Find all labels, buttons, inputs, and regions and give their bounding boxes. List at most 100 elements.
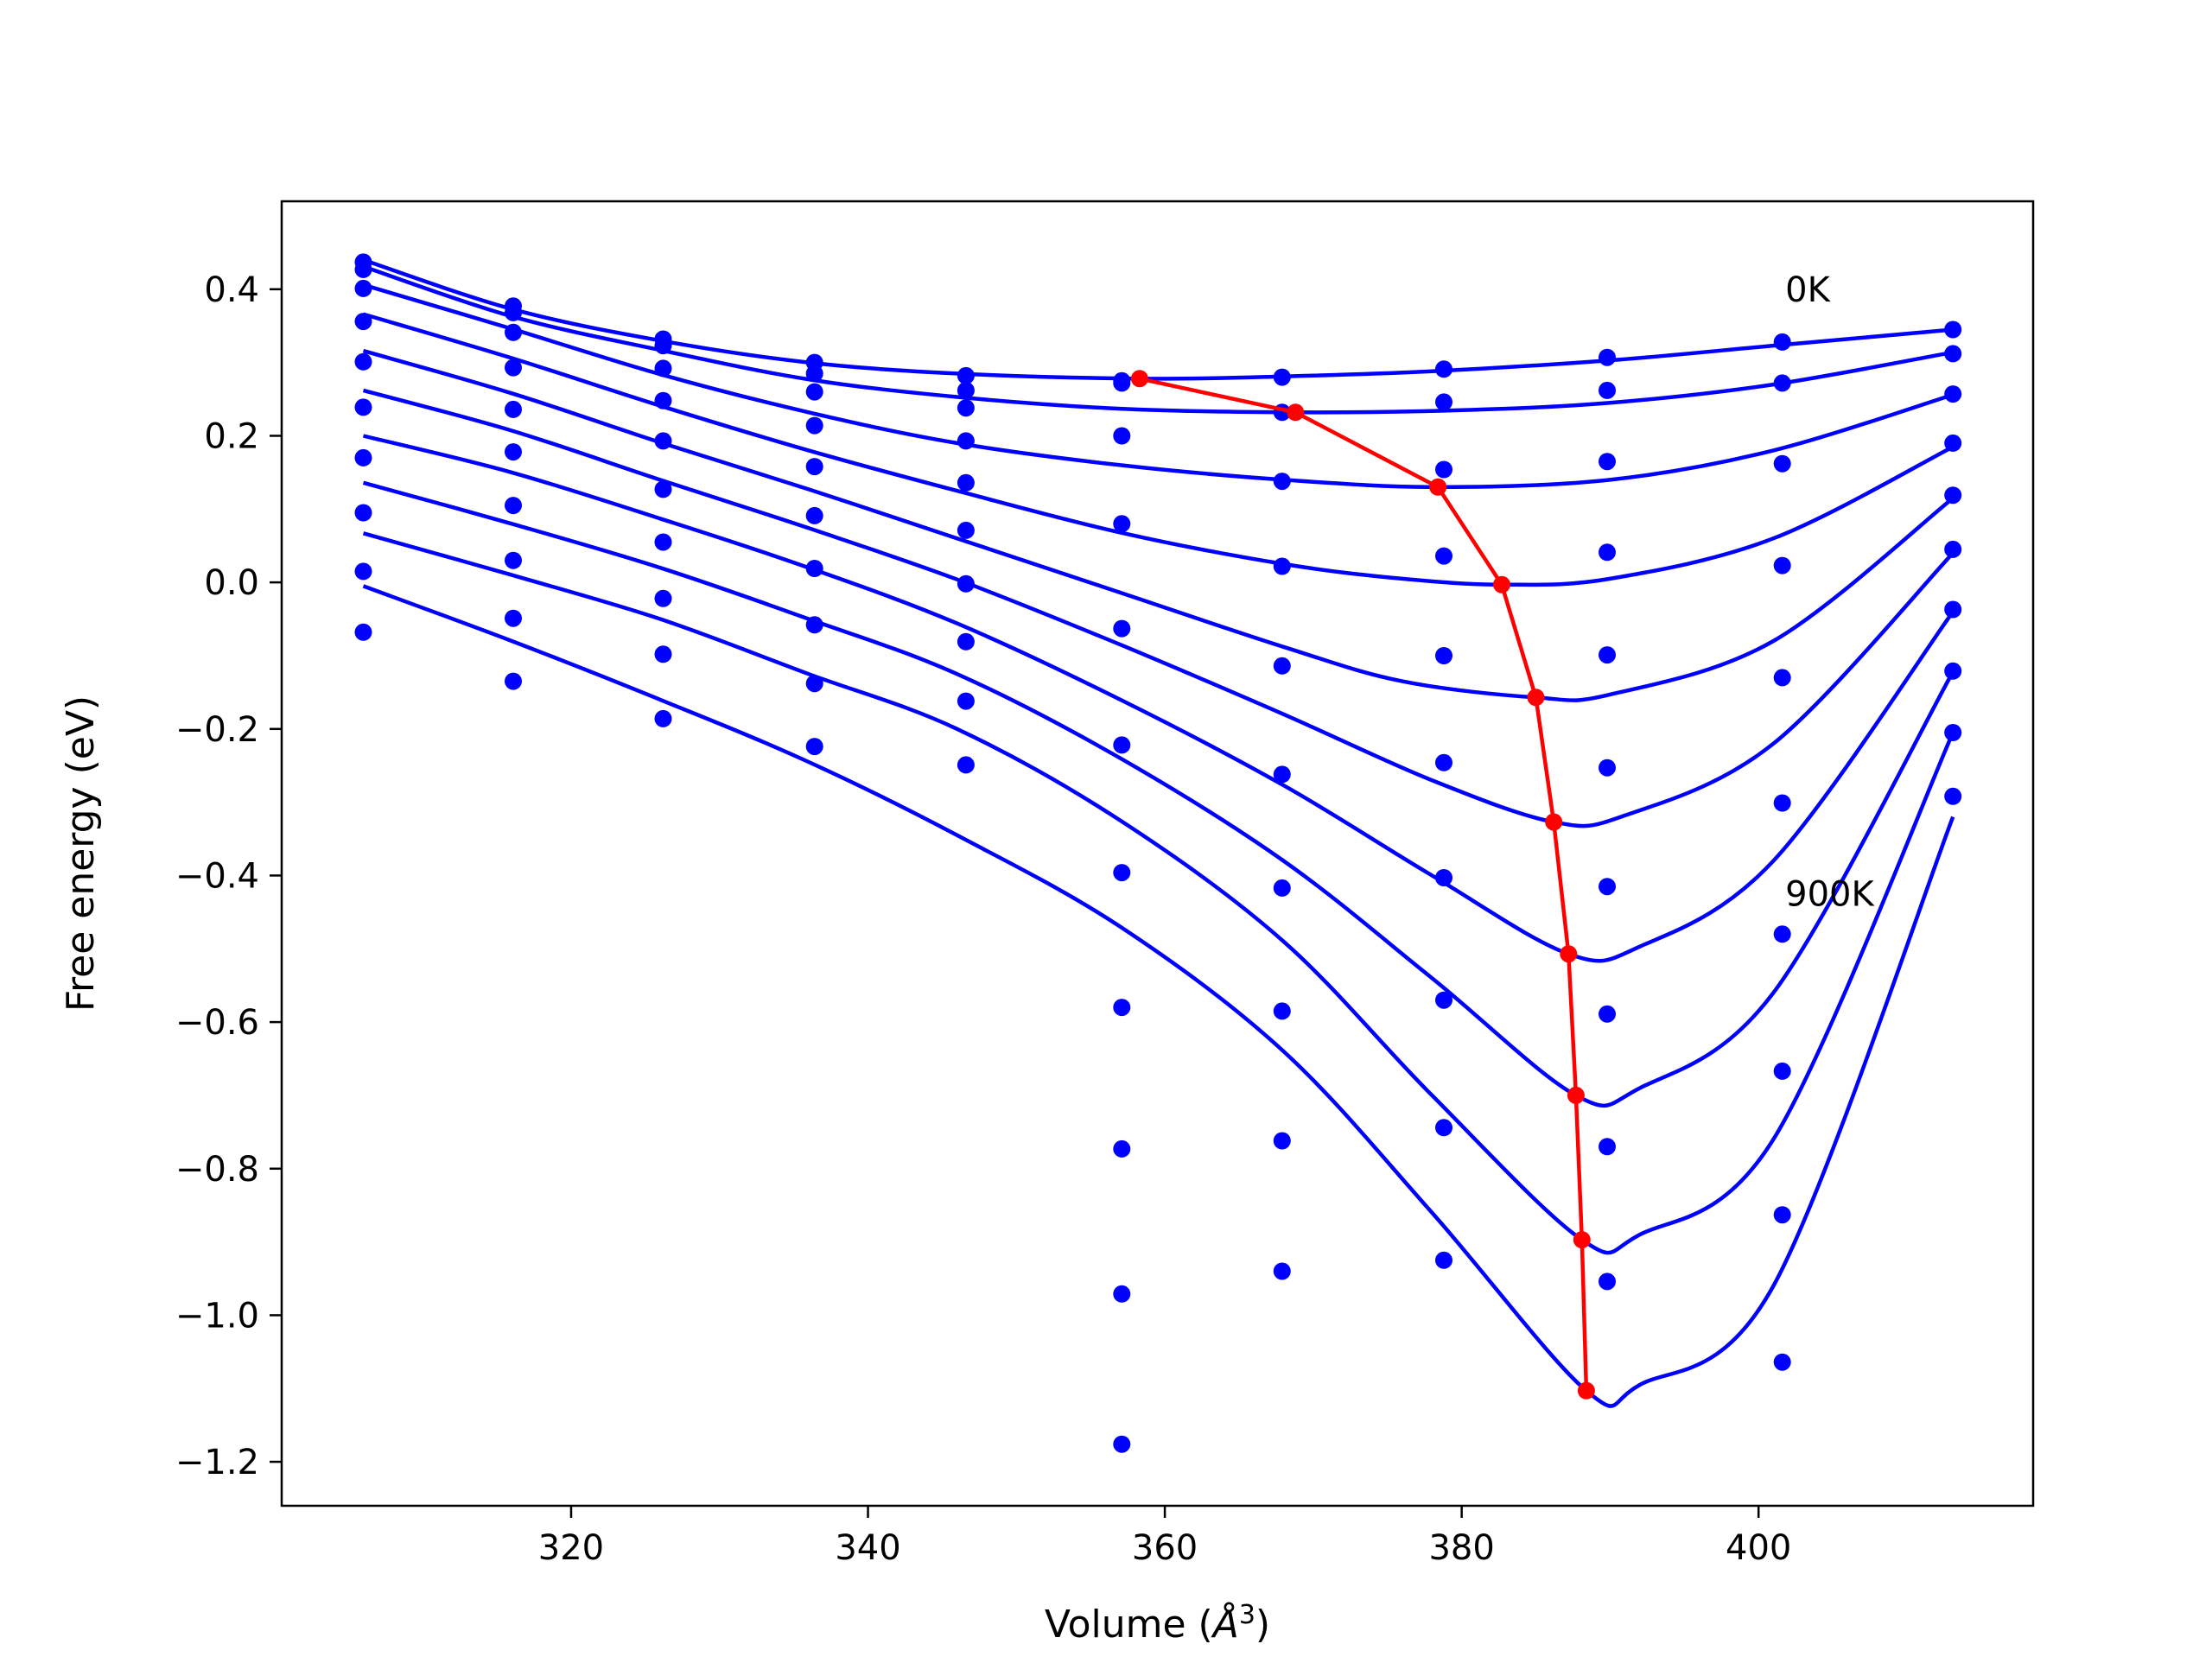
minima-line (1139, 377, 1589, 1391)
data-point (805, 560, 823, 577)
data-point (354, 504, 372, 522)
data-point (505, 609, 522, 627)
data-point (1273, 368, 1291, 386)
data-point (354, 623, 372, 641)
data-point (1944, 540, 1962, 558)
data-point (505, 323, 522, 341)
minimum-point (1527, 689, 1545, 707)
data-point (1773, 556, 1791, 574)
data-point (654, 533, 672, 551)
fit-curve-6 (362, 434, 1955, 963)
data-point (654, 432, 672, 450)
data-point (1273, 1132, 1291, 1150)
axes-frame (280, 200, 2035, 1507)
data-point (805, 506, 823, 524)
data-point (1599, 543, 1616, 562)
curve-annotation: 0K (1785, 270, 1831, 310)
data-point (1773, 794, 1791, 812)
data-point (1273, 765, 1291, 784)
y-axis-label: Free energy (eV) (59, 695, 103, 1012)
data-point (1435, 360, 1452, 378)
minimum-point (1545, 813, 1563, 831)
data-point (1773, 374, 1791, 392)
data-point (1599, 348, 1616, 366)
data-point (505, 672, 522, 690)
y-tick-label: 0.2 (204, 416, 259, 456)
x-axis: 320 340 360 380 400 (538, 1506, 1791, 1568)
data-point (1273, 657, 1291, 675)
data-point (805, 416, 823, 435)
y-tick-label: −0.8 (175, 1150, 259, 1190)
data-point (1273, 557, 1291, 575)
series-9 (354, 584, 1962, 1408)
data-point (654, 337, 672, 355)
series-8 (354, 531, 1962, 1255)
data-point (1599, 453, 1616, 471)
y-axis: 0.4 0.2 0.0 −0.2 −0.4 −0.6 −0.8 −1.0 −1.2 (175, 270, 282, 1482)
data-point (1113, 427, 1131, 445)
x-tick-label: 340 (835, 1528, 900, 1568)
data-point (957, 574, 975, 593)
data-point (1273, 473, 1291, 491)
data-point (354, 260, 372, 278)
data-point (1944, 321, 1962, 339)
data-point (1273, 1262, 1291, 1280)
data-point (654, 645, 672, 663)
data-point (354, 279, 372, 297)
data-point (654, 589, 672, 607)
data-point (1773, 1206, 1791, 1224)
x-tick-label: 380 (1428, 1528, 1494, 1568)
fit-curve-4 (362, 348, 1955, 702)
data-point (654, 359, 672, 378)
data-point (1944, 434, 1962, 452)
data-point (1773, 1353, 1791, 1371)
curve-annotation: 900K (1785, 875, 1875, 915)
data-point (1773, 1062, 1791, 1080)
minimum-point (1573, 1231, 1591, 1249)
series-5 (354, 388, 1962, 828)
data-point (1599, 1273, 1616, 1291)
data-point (957, 366, 975, 384)
series-3 (354, 312, 1962, 587)
data-point (1113, 374, 1131, 392)
data-point (505, 303, 522, 321)
x-tick-label: 400 (1726, 1528, 1791, 1568)
y-tick-label: −0.2 (175, 710, 259, 750)
fit-curve-7 (362, 480, 1955, 1108)
data-point (1273, 879, 1291, 897)
data-point (1944, 662, 1962, 680)
data-point (354, 313, 372, 331)
series-4 (354, 348, 1962, 702)
data-point (1113, 515, 1131, 533)
data-point (1113, 999, 1131, 1017)
data-point (1944, 724, 1962, 741)
data-point (1113, 619, 1131, 638)
data-point (654, 480, 672, 498)
data-point (1113, 736, 1131, 754)
x-axis-label: Volume (Å3) (1045, 1600, 1270, 1647)
data-point (957, 381, 975, 399)
data-point (1435, 393, 1452, 411)
series-7 (354, 480, 1962, 1108)
data-point (1435, 647, 1452, 664)
data-point (1944, 600, 1962, 619)
y-tick-label: −1.2 (175, 1443, 259, 1482)
series-2 (354, 279, 1962, 491)
data-point (654, 709, 672, 727)
data-point (1435, 547, 1452, 565)
data-point (805, 616, 823, 634)
data-point (957, 632, 975, 651)
data-point (1113, 1435, 1131, 1453)
data-point (957, 521, 975, 539)
minimum-point (1577, 1381, 1595, 1400)
data-point (1773, 925, 1791, 943)
annotations: 0K 900K (1785, 270, 1875, 915)
data-point (505, 443, 522, 461)
data-point (1599, 1138, 1616, 1156)
data-point (957, 756, 975, 774)
series-1 (354, 260, 1962, 422)
fit-curve-1 (362, 264, 1954, 415)
minimum-point (1287, 403, 1305, 422)
